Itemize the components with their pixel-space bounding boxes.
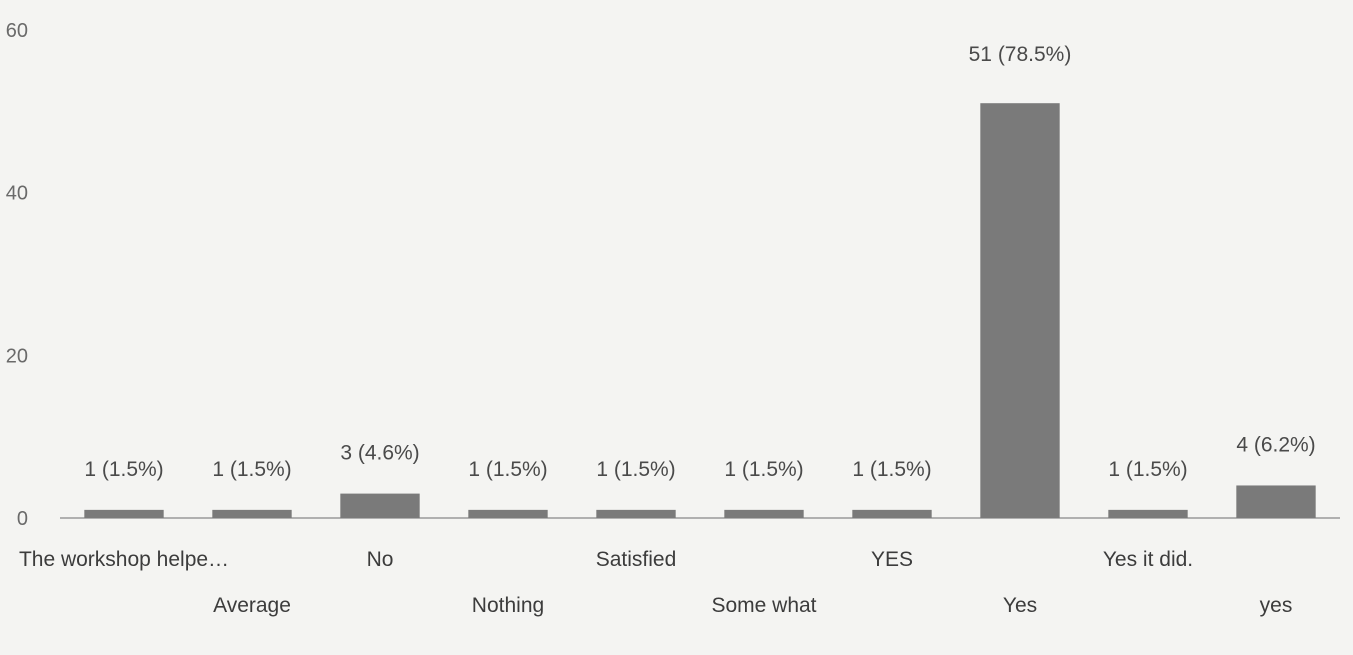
x-tick-label: No xyxy=(367,548,394,571)
bar xyxy=(1236,485,1316,518)
bar xyxy=(212,509,292,518)
data-label: 1 (1.5%) xyxy=(596,458,675,481)
x-tick-label: yes xyxy=(1260,594,1293,617)
bars xyxy=(84,103,1316,518)
x-axis-labels: The workshop helpe… Average No Nothing Satis… xyxy=(19,548,1292,617)
y-tick-label: 60 xyxy=(6,20,28,42)
y-tick-label: 20 xyxy=(6,345,28,367)
data-label: 1 (1.5%) xyxy=(1108,458,1187,481)
bar xyxy=(596,509,676,518)
y-tick-label: 0 xyxy=(17,508,28,530)
data-label: 1 (1.5%) xyxy=(468,458,547,481)
data-label: 3 (4.6%) xyxy=(340,442,419,465)
x-tick-label: Average xyxy=(213,594,291,617)
data-label: 1 (1.5%) xyxy=(852,458,931,481)
data-label: 1 (1.5%) xyxy=(212,458,291,481)
data-label: 51 (78.5%) xyxy=(969,43,1072,66)
x-tick-label: The workshop helpe… xyxy=(19,548,229,571)
y-tick-label: 40 xyxy=(6,183,28,205)
x-tick-label: Yes xyxy=(1003,594,1037,617)
bar xyxy=(724,509,804,518)
bar xyxy=(84,509,164,518)
y-axis: 0 20 40 60 xyxy=(6,20,28,530)
x-tick-label: Yes it did. xyxy=(1103,548,1193,571)
x-tick-label: Satisfied xyxy=(596,548,677,571)
data-label: 1 (1.5%) xyxy=(84,458,163,481)
bar xyxy=(852,509,932,518)
bar xyxy=(468,509,548,518)
bar xyxy=(1108,509,1188,518)
data-labels: 1 (1.5%) 1 (1.5%) 3 (4.6%) 1 (1.5%) 1 (1.5%)… xyxy=(84,43,1315,481)
x-tick-label: Nothing xyxy=(472,594,544,617)
data-label: 4 (6.2%) xyxy=(1236,433,1315,456)
bar xyxy=(340,493,420,518)
data-label: 1 (1.5%) xyxy=(724,458,803,481)
bar xyxy=(980,103,1060,518)
x-tick-label: Some what xyxy=(711,594,816,617)
x-tick-label: YES xyxy=(871,548,913,571)
